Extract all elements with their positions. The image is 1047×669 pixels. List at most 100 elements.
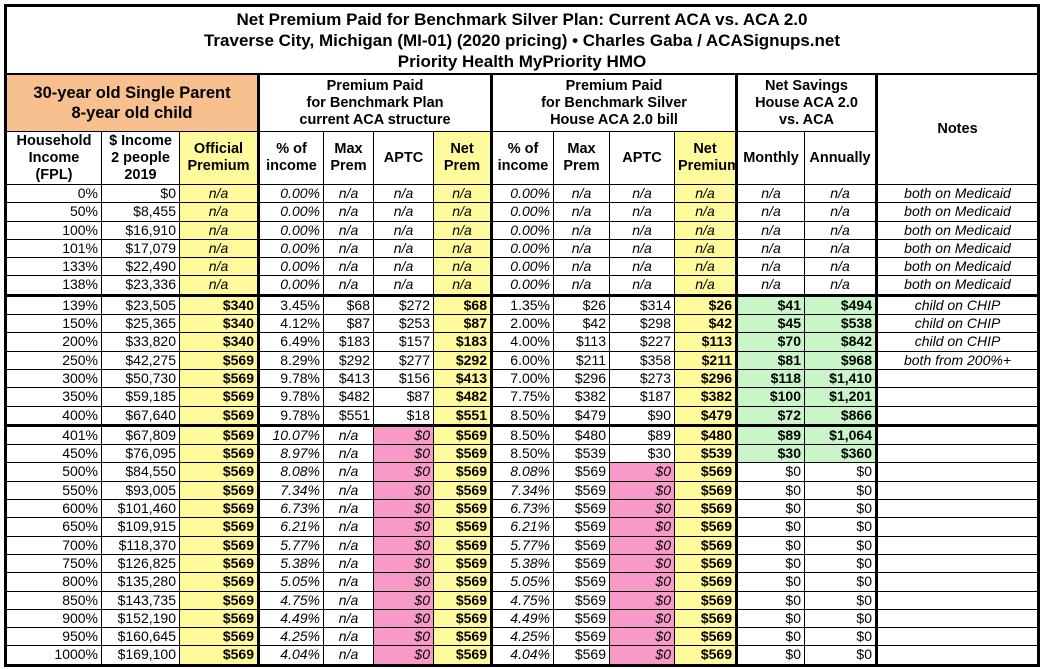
house-pct-income-cell: 6.73%	[490, 499, 554, 519]
current-net-prem-cell: $569	[433, 499, 492, 519]
note-cell	[875, 387, 1039, 407]
current-aptc-cell: $0	[373, 535, 434, 555]
col-header-savings-annually: Annually	[804, 131, 877, 185]
income-cell: $109,915	[101, 517, 180, 537]
current-net-prem-cell: $569	[433, 627, 492, 647]
current-max-prem-cell: n/a	[323, 238, 374, 259]
house-net-premium-cell: $480	[674, 424, 737, 446]
house-pct-income-cell: 5.05%	[490, 572, 554, 592]
house-max-prem-cell: $569	[553, 590, 610, 610]
current-net-prem-cell: $569	[433, 444, 492, 464]
current-max-prem-cell: n/a	[323, 572, 374, 592]
house-aptc-cell: $0	[609, 572, 675, 592]
current-pct-income-cell: 0.00%	[257, 183, 324, 204]
savings-monthly-cell: $0	[735, 645, 805, 666]
current-pct-income-cell: 8.29%	[257, 350, 324, 370]
income-cell: $22,490	[101, 257, 180, 277]
current-aptc-cell: $0	[373, 590, 434, 610]
house-pct-income-cell: 0.00%	[490, 257, 554, 277]
current-net-prem-cell: $569	[433, 645, 492, 666]
house-pct-income-cell: 7.34%	[490, 480, 554, 501]
savings-annually-cell: $538	[804, 314, 877, 334]
current-aptc-cell: $0	[373, 462, 434, 482]
savings-monthly-cell: n/a	[735, 275, 805, 297]
current-pct-income-cell: 0.00%	[257, 220, 324, 240]
house-pct-income-cell: 5.38%	[490, 553, 554, 574]
note-cell	[875, 572, 1039, 592]
col-header-current-pct-income: % of income	[257, 131, 324, 185]
house-aptc-cell: $0	[609, 627, 675, 647]
savings-monthly-cell: $0	[735, 572, 805, 592]
house-aptc-cell: n/a	[609, 183, 675, 204]
current-net-prem-cell: $569	[433, 462, 492, 482]
house-aptc-cell: $0	[609, 553, 675, 574]
savings-monthly-cell: n/a	[735, 220, 805, 240]
house-net-premium-cell: $569	[674, 517, 737, 537]
house-pct-income-cell: 0.00%	[490, 275, 554, 297]
savings-monthly-cell: $0	[735, 517, 805, 537]
table-row: 139% $23,505 $340 3.45% $68 $272 $68 1.35% $26 $3…	[5, 294, 1039, 316]
official-premium-cell: $569	[179, 517, 259, 537]
current-max-prem-cell: $292	[323, 350, 374, 370]
current-aptc-cell: $18	[373, 405, 434, 427]
current-net-prem-cell: n/a	[433, 257, 492, 277]
note-cell: both on Medicaid	[875, 257, 1039, 277]
current-aptc-cell: $0	[373, 499, 434, 519]
current-pct-income-cell: 8.08%	[257, 462, 324, 482]
savings-annually-cell: $0	[804, 499, 877, 519]
official-premium-cell: n/a	[179, 257, 259, 277]
table-row: 950% $160,645 $569 4.25% n/a $0 $569 4.25% $569 $…	[5, 627, 1039, 647]
house-net-premium-cell: n/a	[674, 275, 737, 297]
fpl-cell: 500%	[5, 462, 102, 482]
house-max-prem-cell: $296	[553, 368, 610, 389]
current-pct-income-cell: 7.34%	[257, 480, 324, 501]
savings-annually-cell: $0	[804, 572, 877, 592]
house-max-prem-cell: n/a	[553, 238, 610, 259]
note-cell: child on CHIP	[875, 314, 1039, 334]
note-cell	[875, 499, 1039, 519]
current-aptc-cell: $277	[373, 350, 434, 370]
income-cell: $126,825	[101, 553, 180, 574]
house-aptc-cell: $0	[609, 608, 675, 629]
savings-annually-cell: n/a	[804, 183, 877, 204]
current-max-prem-cell: n/a	[323, 645, 374, 666]
current-max-prem-cell: n/a	[323, 444, 374, 464]
current-pct-income-cell: 9.78%	[257, 368, 324, 389]
house-net-premium-cell: $569	[674, 462, 737, 482]
house-max-prem-cell: $569	[553, 535, 610, 555]
table-row: 50% $8,455 n/a 0.00% n/a n/a n/a 0.00% n/a n/a n/a…	[5, 202, 1039, 222]
house-net-premium-cell: $569	[674, 499, 737, 519]
house-aptc-cell: $227	[609, 332, 675, 352]
table-row: 600% $101,460 $569 6.73% n/a $0 $569 6.73% $569 $…	[5, 499, 1039, 519]
col-header-house-aptc: APTC	[609, 131, 675, 185]
house-max-prem-cell: n/a	[553, 257, 610, 277]
house-max-prem-cell: $569	[553, 572, 610, 592]
house-pct-income-cell: 0.00%	[490, 238, 554, 259]
current-aptc-cell: n/a	[373, 257, 434, 277]
current-max-prem-cell: n/a	[323, 462, 374, 482]
income-cell: $101,460	[101, 499, 180, 519]
official-premium-cell: $569	[179, 553, 259, 574]
income-cell: $50,730	[101, 368, 180, 389]
premium-comparison-sheet: Net Premium Paid for Benchmark Silver Pl…	[4, 4, 1040, 667]
current-pct-income-cell: 6.21%	[257, 517, 324, 537]
current-aptc-cell: $0	[373, 517, 434, 537]
official-premium-cell: n/a	[179, 220, 259, 240]
official-premium-cell: n/a	[179, 202, 259, 222]
current-aptc-cell: $0	[373, 553, 434, 574]
official-premium-cell: n/a	[179, 183, 259, 204]
savings-monthly-cell: $0	[735, 480, 805, 501]
house-net-premium-cell: $569	[674, 590, 737, 610]
house-pct-income-cell: 0.00%	[490, 183, 554, 204]
house-net-premium-cell: n/a	[674, 202, 737, 222]
savings-annually-cell: $1,064	[804, 424, 877, 446]
official-premium-cell: n/a	[179, 238, 259, 259]
house-max-prem-cell: $569	[553, 517, 610, 537]
savings-monthly-cell: $0	[735, 499, 805, 519]
income-cell: $59,185	[101, 387, 180, 407]
savings-monthly-cell: $100	[735, 387, 805, 407]
current-net-prem-cell: n/a	[433, 238, 492, 259]
savings-monthly-cell: $70	[735, 332, 805, 352]
note-cell	[875, 517, 1039, 537]
savings-monthly-cell: n/a	[735, 183, 805, 204]
